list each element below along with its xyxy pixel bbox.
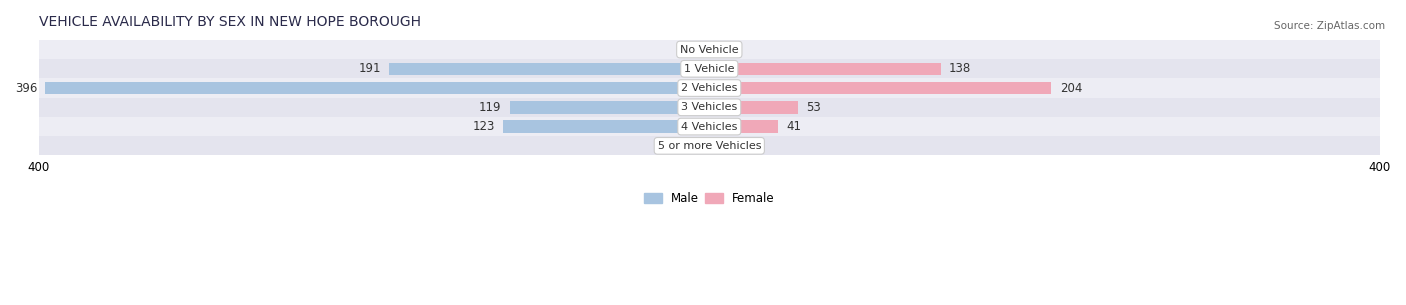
Text: 191: 191 [359, 62, 381, 75]
Bar [39, 117, 1379, 136]
Text: Source: ZipAtlas.com: Source: ZipAtlas.com [1274, 21, 1385, 31]
Text: 119: 119 [479, 101, 502, 114]
Bar [510, 101, 709, 113]
Bar [39, 136, 1379, 156]
Bar [39, 59, 1379, 78]
Text: 4 Vehicles: 4 Vehicles [681, 122, 738, 131]
Bar [39, 78, 1379, 98]
Text: 1 Vehicle: 1 Vehicle [685, 64, 734, 74]
Text: 41: 41 [786, 120, 801, 133]
Bar [709, 120, 778, 133]
Text: 2 Vehicles: 2 Vehicles [681, 83, 738, 93]
Text: 5 or more Vehicles: 5 or more Vehicles [658, 141, 761, 151]
Bar [503, 120, 709, 133]
Text: No Vehicle: No Vehicle [681, 45, 738, 55]
Bar [389, 63, 709, 75]
Text: 0: 0 [693, 139, 702, 152]
Text: 123: 123 [472, 120, 495, 133]
Text: 3 Vehicles: 3 Vehicles [681, 102, 737, 112]
Bar [709, 101, 799, 113]
Text: 138: 138 [949, 62, 972, 75]
Text: 0: 0 [693, 43, 702, 56]
Text: VEHICLE AVAILABILITY BY SEX IN NEW HOPE BOROUGH: VEHICLE AVAILABILITY BY SEX IN NEW HOPE … [39, 15, 420, 29]
Bar [709, 63, 941, 75]
Bar [45, 82, 709, 94]
Text: 0: 0 [717, 139, 725, 152]
Text: 0: 0 [717, 43, 725, 56]
Text: 396: 396 [14, 81, 37, 95]
Text: 53: 53 [807, 101, 821, 114]
Text: 204: 204 [1060, 81, 1083, 95]
Bar [709, 82, 1052, 94]
Bar [39, 98, 1379, 117]
Legend: Male, Female: Male, Female [640, 187, 779, 210]
Bar [39, 40, 1379, 59]
